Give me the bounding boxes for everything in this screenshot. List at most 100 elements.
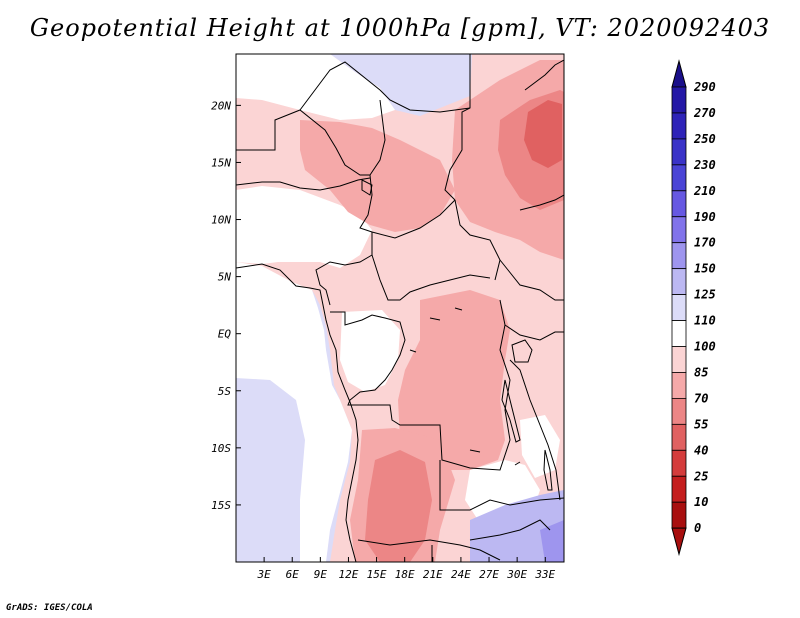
colorbar-label: 170 [694, 236, 716, 250]
colorbar-label: 250 [693, 132, 716, 146]
lon-label: 12E [339, 568, 359, 581]
border-sudan-south [454, 199, 501, 281]
colorbar-box [671, 112, 687, 140]
lon-label: 33E [534, 568, 555, 581]
colorbar-label: 55 [694, 417, 708, 431]
red-sea-coast [524, 59, 564, 91]
colorbar-label: 110 [694, 314, 716, 328]
colorbar-box [671, 423, 687, 451]
border-south-east [469, 519, 551, 541]
colorbar-box [671, 216, 687, 244]
colorbar-box [671, 372, 687, 399]
border-east [504, 324, 564, 341]
lon-label: 24E [451, 568, 471, 581]
border-mali [236, 109, 370, 176]
lon-label: 27E [479, 568, 499, 581]
lat-label: 5N [218, 271, 232, 284]
lon-label: 6E [286, 568, 300, 581]
colorbar-box [671, 320, 687, 347]
colorbar-box [671, 449, 687, 477]
white-east-patch [520, 415, 560, 478]
border-car [371, 254, 491, 301]
lake-tanganyika [501, 379, 521, 443]
border-drc [330, 299, 511, 471]
plot-frame [235, 53, 565, 563]
colorbar-box [671, 475, 687, 503]
white-west-africa [236, 186, 372, 268]
border-angola-zambia [439, 460, 564, 511]
colorbar-label: 40 [694, 443, 708, 457]
chart-title: Geopotential Height at 1000hPa [gpm], VT… [29, 14, 771, 42]
colorbar-label: 230 [693, 158, 716, 172]
lake-victoria [511, 339, 533, 363]
latitude-axis: 20N 15N 10N 5N EQ 5S 10S 15S [211, 99, 241, 512]
colorbar-label: 85 [694, 365, 708, 379]
lake-chad [361, 179, 373, 196]
longitude-axis: 3E 6E 9E 12E 15E 18E 21E 24E 27E 30E 33E [256, 557, 556, 581]
blue-se-corner [540, 520, 564, 562]
ocean-top-strip [330, 54, 472, 116]
colorbar-label: 10 [694, 495, 708, 509]
colorbar-box [671, 397, 687, 425]
colorbar-label: 25 [693, 469, 708, 483]
lavender-mozambique [470, 490, 564, 562]
border-cameroon [315, 232, 373, 306]
colorbar-label: 125 [694, 288, 716, 302]
colorbar-box [671, 138, 687, 166]
colorbar-box [671, 346, 687, 373]
colorbar-label: 290 [693, 80, 716, 94]
colorbar-box [671, 268, 687, 295]
lat-label: 5S [218, 385, 232, 398]
colorbar-label: 100 [694, 340, 716, 354]
lon-label: 18E [395, 568, 415, 581]
lon-label: 3E [256, 568, 271, 581]
border-north-2 [444, 54, 471, 201]
pink-sahara [300, 120, 455, 232]
border-se-1 [499, 259, 564, 301]
country-borders [236, 54, 564, 562]
colorbar-label: 210 [693, 184, 716, 198]
colorbar-box [671, 501, 687, 529]
grads-credit: GrADS: IGES/COLA [6, 603, 93, 613]
border-niger [369, 99, 386, 176]
colorbar-label: 190 [694, 210, 716, 224]
colorbar-box [671, 190, 687, 218]
border-namibia [357, 539, 501, 561]
lat-label: 15S [211, 499, 231, 512]
border-north-1 [299, 61, 471, 113]
colorbar-label: 70 [694, 391, 708, 405]
lat-label: 10N [211, 214, 231, 227]
colorbar-box [671, 164, 687, 192]
colorbar-bottom-cap [671, 527, 687, 557]
lat-label: EQ [218, 328, 232, 341]
colorbar-box [671, 242, 687, 270]
red-core [524, 100, 562, 168]
white-central-patch [340, 310, 400, 392]
lake-malawi [543, 449, 553, 491]
border-ethiopia [519, 194, 564, 211]
height-field [236, 54, 564, 562]
coastline-west [236, 263, 359, 562]
lon-label: 21E [423, 568, 443, 581]
lat-label: 15N [211, 156, 231, 169]
colorbar: 2902702502302101901701501251101008570554… [671, 59, 716, 557]
colorbar-label: 150 [694, 262, 716, 276]
colorbar-label: 0 [694, 521, 701, 535]
lake-marks [409, 307, 521, 466]
coastal-white-region [236, 262, 352, 562]
colorbar-box [671, 86, 687, 114]
lat-label: 20N [211, 99, 231, 112]
border-lakes [509, 359, 561, 501]
colorbar-label: 270 [693, 106, 716, 120]
lon-label: 30E [506, 568, 527, 581]
colorbar-top-cap [671, 59, 687, 88]
lon-label: 9E [314, 568, 328, 581]
border-chad-south [371, 199, 456, 239]
border-nigeria [236, 177, 371, 191]
lon-label: 15E [367, 568, 387, 581]
colorbar-box [671, 294, 687, 321]
white-north-patch [236, 54, 395, 120]
salmon-angola [365, 450, 432, 562]
lat-label: 10S [211, 442, 231, 455]
